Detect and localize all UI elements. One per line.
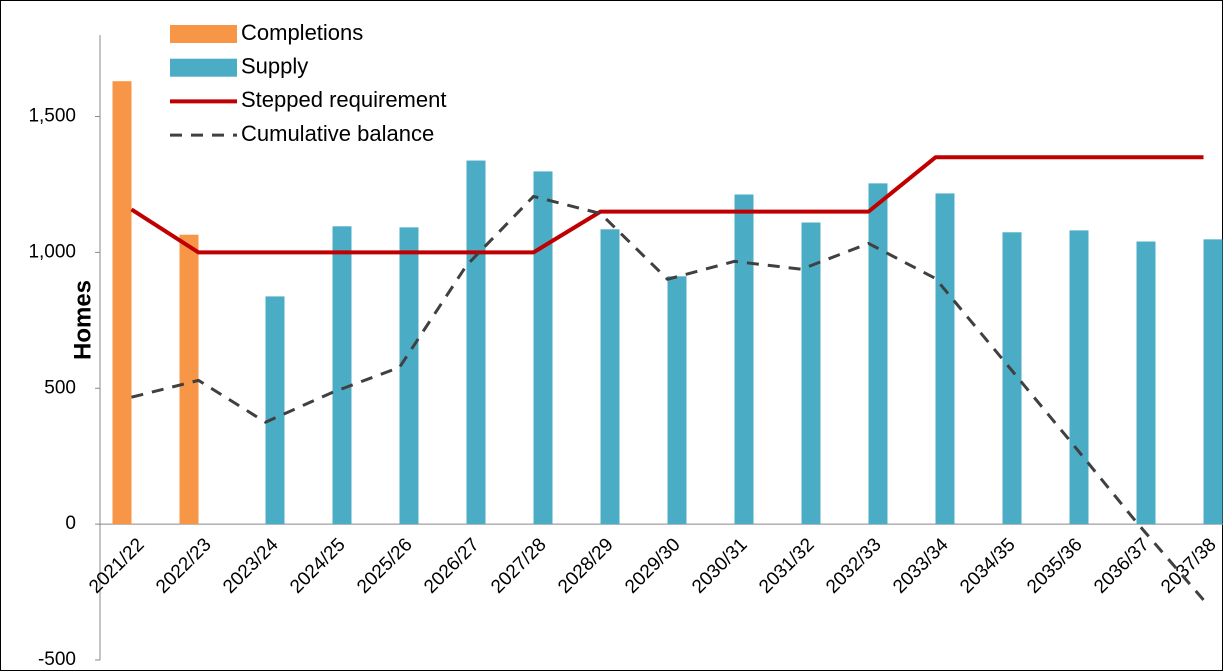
- bar: [265, 296, 285, 525]
- y-tick-label: 0: [65, 513, 76, 534]
- x-tick-label: 2021/22: [85, 534, 148, 597]
- bar: [935, 193, 955, 525]
- x-tick-label: 2031/32: [755, 534, 818, 597]
- bar: [1002, 232, 1022, 525]
- y-tick-label: -500: [38, 649, 76, 670]
- bar: [466, 160, 486, 525]
- x-tick-label: 2032/33: [822, 534, 885, 597]
- bar: [533, 171, 553, 525]
- y-axis-label: Homes: [69, 280, 96, 360]
- x-tick-label: 2024/25: [286, 534, 349, 597]
- bar: [1203, 239, 1223, 525]
- dashed-line: [131, 194, 1205, 601]
- x-tick-label: 2026/27: [420, 534, 483, 597]
- legend-swatch: [170, 25, 237, 43]
- legend-label: Supply: [241, 54, 308, 79]
- legend-label: Cumulative balance: [241, 121, 434, 146]
- bar: [1069, 230, 1089, 525]
- bar: [1136, 241, 1156, 525]
- x-tick-label: 2036/37: [1090, 534, 1153, 597]
- bar: [179, 234, 199, 525]
- bar: [112, 81, 132, 525]
- x-tick-label: 2028/29: [554, 534, 617, 597]
- bar: [399, 227, 419, 525]
- bar: [600, 229, 620, 525]
- bar: [801, 222, 821, 525]
- legend-swatch: [170, 58, 237, 77]
- bar: [332, 226, 352, 525]
- y-tick-label: 1,000: [28, 241, 76, 262]
- bar: [868, 183, 888, 525]
- x-tick-label: 2034/35: [956, 534, 1019, 597]
- line: [130, 155, 1204, 255]
- legend-label: Completions: [241, 20, 363, 45]
- x-tick-label: 2030/31: [688, 534, 751, 597]
- x-tick-label: 2023/24: [219, 534, 283, 598]
- x-tick-label: 2037/38: [1157, 534, 1220, 597]
- legend-label: Stepped requirement: [241, 87, 446, 112]
- x-tick-label: 2029/30: [621, 534, 684, 597]
- x-tick-label: 2035/36: [1023, 534, 1086, 597]
- bar: [667, 276, 687, 525]
- y-tick-label: 500: [44, 377, 76, 398]
- x-tick-label: 2025/26: [353, 534, 416, 597]
- x-tick-label: 2027/28: [487, 534, 550, 597]
- y-tick-label: 1,500: [28, 106, 76, 127]
- bar: [734, 194, 754, 525]
- x-tick-label: 2022/23: [152, 534, 215, 597]
- x-tick-label: 2033/34: [889, 534, 953, 598]
